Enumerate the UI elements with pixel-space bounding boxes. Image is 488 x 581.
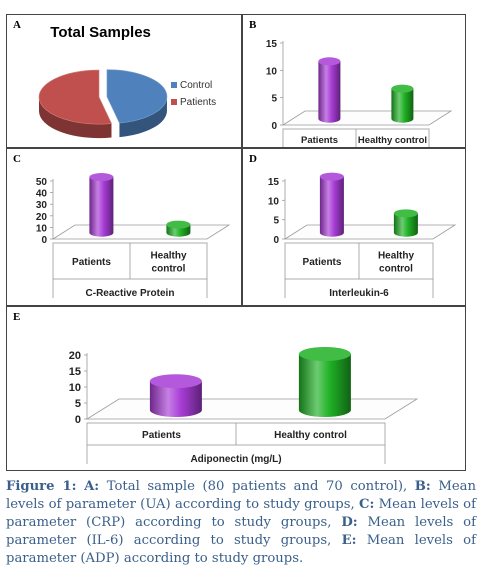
panel-c: C 0 10 20 30 40 50 Patients Healthy control C-Rea… bbox=[6, 148, 242, 306]
chart-c-ytick-label: 10 bbox=[36, 223, 48, 234]
caption-a-text: Total sample (80 patients and 70 control… bbox=[99, 479, 415, 494]
chart-d-bar-patients bbox=[319, 172, 344, 237]
chart-b-bar-control bbox=[391, 84, 414, 123]
panel-b-label: B bbox=[249, 19, 257, 31]
legend-label-control: Control bbox=[180, 80, 212, 91]
legend-swatch-control bbox=[171, 82, 177, 88]
chart-b-ytick-label: 15 bbox=[266, 39, 278, 50]
chart-b-ytick-label: 5 bbox=[271, 94, 277, 105]
caption-b-text: Mean levels of parameter (UA) according … bbox=[6, 479, 476, 512]
panel-b: B 0 5 10 15 Patients Healthy control bbox=[242, 14, 466, 150]
caption-a-key: A: bbox=[84, 479, 100, 494]
chart-e-floor bbox=[85, 398, 419, 420]
chart-c-xlabel: C-Reactive Protein bbox=[86, 288, 175, 299]
chart-c-floor bbox=[51, 224, 231, 240]
legend-swatch-patients bbox=[171, 99, 177, 105]
figure-caption: Figure 1: A: Total sample (80 patients a… bbox=[6, 478, 476, 568]
chart-e-ytick-label: 10 bbox=[69, 382, 81, 394]
chart-e-ytick-label: 15 bbox=[69, 366, 81, 378]
chart-c-bar-patients bbox=[89, 173, 114, 237]
panel-e-label: E bbox=[13, 311, 21, 323]
chart-c-ytick-label: 20 bbox=[36, 212, 48, 223]
panel-d: D 0 5 10 15 Patients Healthy control Interleuki… bbox=[242, 148, 466, 306]
pie-chart-a: Total Samples Control Patients bbox=[38, 24, 216, 139]
chart-e-xlabel: Adiponectin (mg/L) bbox=[190, 454, 281, 465]
chart-d-ytick-label: 15 bbox=[268, 177, 280, 188]
chart-d-category-label: control bbox=[379, 264, 413, 275]
chart-c-ytick-label: 40 bbox=[36, 189, 48, 200]
caption-c-text: Mean levels of parameter (CRP) according… bbox=[6, 497, 476, 530]
bar-chart-e: 0 5 10 15 20 Patients Healthy control Adiponect… bbox=[69, 347, 419, 465]
caption-figure-label: Figure 1: bbox=[6, 479, 77, 494]
chart-d-ytick-label: 5 bbox=[273, 216, 279, 227]
chart-d-category-label: Healthy bbox=[378, 251, 415, 262]
chart-d-ytick-label: 0 bbox=[273, 235, 279, 246]
pie-slice-patients bbox=[38, 69, 112, 139]
caption-b-key: B: bbox=[414, 479, 431, 494]
chart-d-bar-control bbox=[393, 209, 418, 237]
chart-e-bar-control bbox=[298, 347, 351, 417]
chart-c-ytick-label: 0 bbox=[41, 235, 47, 246]
chart-d-category-label: Patients bbox=[303, 257, 342, 268]
chart-b-ytick-label: 0 bbox=[271, 121, 277, 132]
chart-c-category-label: control bbox=[152, 264, 186, 275]
legend-label-patients: Patients bbox=[180, 97, 216, 108]
chart-b-ytick-label: 10 bbox=[266, 66, 278, 77]
caption-d-text: Mean levels of parameter (IL-6) accordin… bbox=[6, 515, 476, 548]
chart-c-bar-control bbox=[166, 220, 191, 237]
bar-chart-b: 0 5 10 15 Patients Healthy control bbox=[266, 39, 453, 150]
chart-e-category-label: Healthy control bbox=[274, 430, 347, 441]
chart-e-ytick-label: 0 bbox=[75, 414, 81, 426]
chart-b-category-label: Patients bbox=[301, 135, 338, 146]
caption-e-text: Mean levels of parameter (ADP) according… bbox=[6, 533, 476, 566]
chart-c-ytick-label: 50 bbox=[36, 177, 48, 188]
chart-d-floor bbox=[283, 224, 457, 240]
caption-c-key: C: bbox=[358, 497, 375, 512]
chart-c-category-label: Healthy bbox=[150, 251, 187, 262]
chart-c-ytick-label: 30 bbox=[36, 200, 48, 211]
chart-b-bar-patients bbox=[318, 57, 341, 123]
chart-e-category-label: Patients bbox=[142, 430, 181, 441]
chart-b-category-label: Healthy control bbox=[358, 135, 427, 146]
panel-d-label: D bbox=[249, 153, 257, 165]
chart-e-ytick-label: 5 bbox=[75, 398, 81, 410]
panel-e: E 0 5 10 15 20 Patients Healthy control Adipone… bbox=[6, 306, 466, 471]
chart-c-category-label: Patients bbox=[72, 257, 111, 268]
chart-d-xlabel: Interleukin-6 bbox=[329, 288, 389, 299]
pie-slice-control bbox=[106, 69, 168, 138]
chart-e-bar-patients bbox=[149, 374, 202, 417]
panel-c-label: C bbox=[13, 153, 21, 165]
chart-b-floor bbox=[281, 110, 453, 126]
pie-title: Total Samples bbox=[50, 24, 151, 41]
caption-e-key: E: bbox=[341, 533, 357, 548]
chart-d-ytick-label: 10 bbox=[268, 196, 280, 207]
panel-a-label: A bbox=[13, 19, 21, 31]
panel-a: A Total Samples Control Patients bbox=[6, 14, 242, 148]
chart-e-ytick-label: 20 bbox=[69, 350, 81, 362]
caption-d-key: D: bbox=[341, 515, 358, 530]
bar-chart-d: 0 5 10 15 Patients Healthy control Interleukin-… bbox=[268, 172, 457, 299]
